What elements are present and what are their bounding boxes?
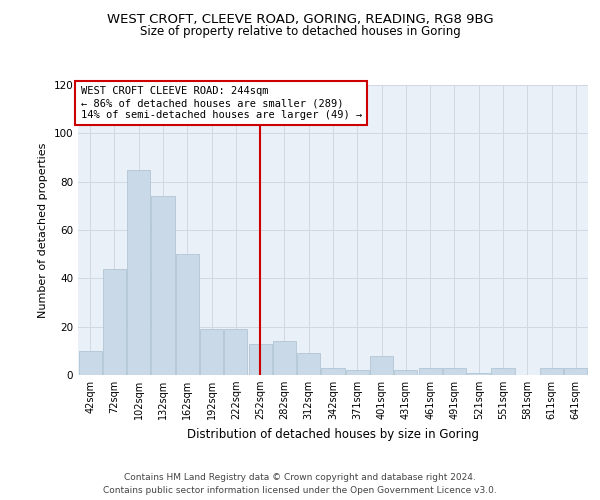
Bar (127, 170, 150, 375)
Bar (224, 329, 247, 375)
Y-axis label: Number of detached properties: Number of detached properties (38, 142, 48, 318)
Bar (565, 368, 587, 375)
Bar (394, 370, 418, 375)
Bar (346, 370, 369, 375)
Bar (79, 351, 101, 375)
Text: Size of property relative to detached houses in Goring: Size of property relative to detached ho… (140, 25, 460, 38)
Text: WEST CROFT, CLEEVE ROAD, GORING, READING, RG8 9BG: WEST CROFT, CLEEVE ROAD, GORING, READING… (107, 12, 493, 26)
Bar (443, 368, 466, 375)
Bar (200, 329, 223, 375)
Text: Contains HM Land Registry data © Crown copyright and database right 2024.
Contai: Contains HM Land Registry data © Crown c… (103, 474, 497, 495)
Bar (103, 268, 126, 375)
X-axis label: Distribution of detached houses by size in Goring: Distribution of detached houses by size … (187, 428, 479, 440)
Bar (322, 368, 344, 375)
Bar (176, 254, 199, 375)
Bar (151, 196, 175, 375)
Bar (540, 368, 563, 375)
Bar (491, 368, 515, 375)
Bar (467, 372, 490, 375)
Bar (419, 368, 442, 375)
Bar (273, 341, 296, 375)
Bar (297, 353, 320, 375)
Bar (370, 356, 393, 375)
Text: WEST CROFT CLEEVE ROAD: 244sqm
← 86% of detached houses are smaller (289)
14% of: WEST CROFT CLEEVE ROAD: 244sqm ← 86% of … (80, 86, 362, 120)
Bar (248, 344, 272, 375)
